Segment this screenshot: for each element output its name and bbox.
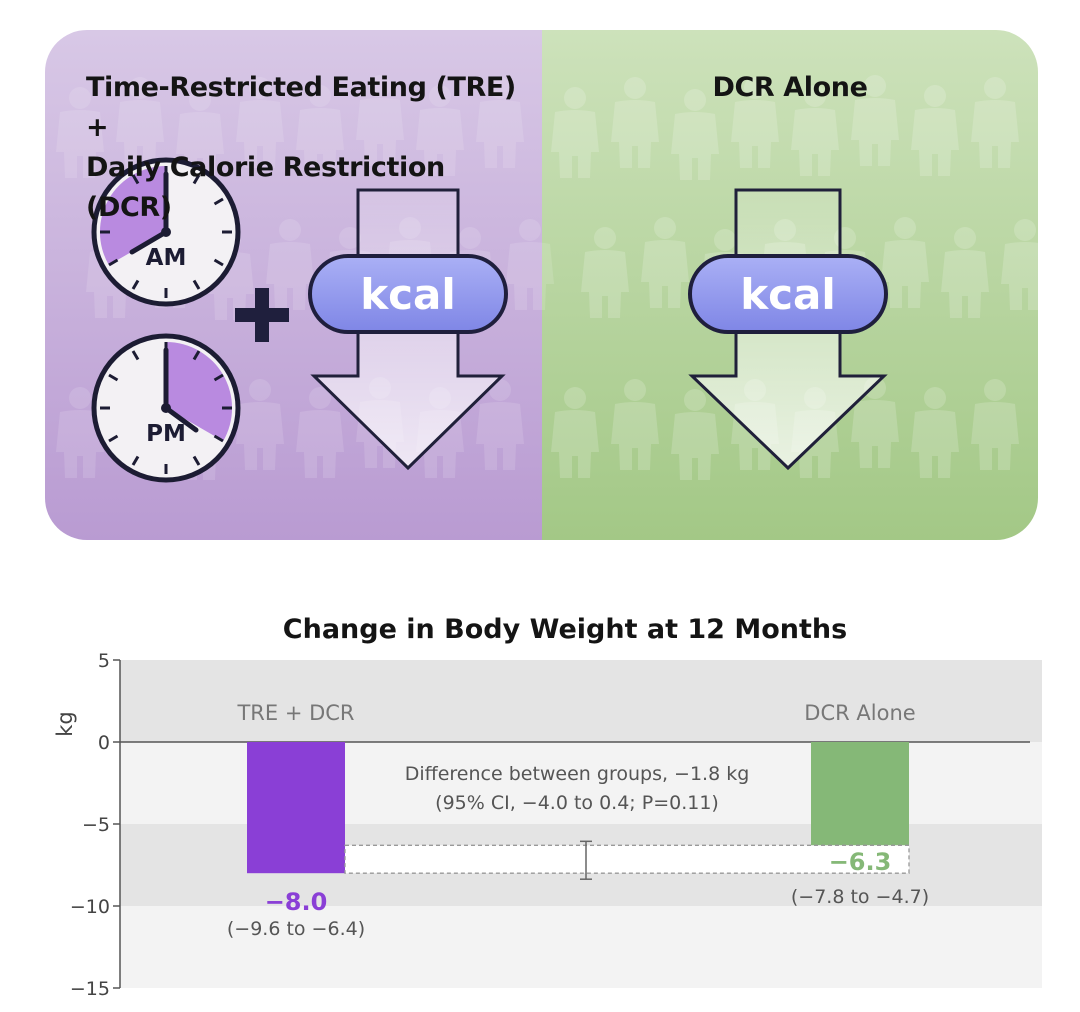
category-label-tre-dcr: TRE + DCR xyxy=(236,701,354,725)
y-tick-label: 0 xyxy=(98,732,110,754)
ci-label-dcr-alone: (−7.8 to −4.7) xyxy=(791,886,929,908)
infographic: AM PM kcal kcal xyxy=(45,30,1038,540)
difference-box xyxy=(344,844,910,874)
clock-am-label: AM xyxy=(146,245,187,271)
difference-text-line1: Difference between groups, −1.8 kg xyxy=(405,763,750,785)
difference-annotation: Difference between groups, −1.8 kg (95% C… xyxy=(344,763,910,880)
left-panel-title-line2: Daily Calorie Restriction (DCR) xyxy=(86,152,445,223)
kcal-pill-left xyxy=(308,254,508,334)
bar-labels: TRE + DCR DCR Alone −8.0(−9.6 to −6.4) −6.3… xyxy=(227,701,929,940)
clock-pm-label: PM xyxy=(146,421,186,447)
difference-text-line2: (95% CI, −4.0 to 0.4; P=0.11) xyxy=(435,792,719,814)
chart-title: Change in Body Weight at 12 Months xyxy=(283,614,847,645)
y-tick-label: 5 xyxy=(98,650,110,672)
kcal-label-left: kcal xyxy=(360,270,456,319)
y-axis-label: kg xyxy=(53,711,77,737)
kcal-pill-right xyxy=(688,254,888,334)
right-panel-title: DCR Alone xyxy=(712,72,868,103)
value-label-tre-dcr: −8.0 xyxy=(265,888,328,916)
category-label-dcr-alone: DCR Alone xyxy=(804,701,915,725)
kcal-label-right: kcal xyxy=(740,270,836,319)
bars xyxy=(247,742,909,874)
left-panel-title-line1: Time-Restricted Eating (TRE) + xyxy=(86,72,516,143)
y-tick-label: −15 xyxy=(70,978,110,1000)
bar-dcr-alone xyxy=(811,742,909,846)
ci-label-tre-dcr: (−9.6 to −6.4) xyxy=(227,918,365,940)
clock-pm-icon xyxy=(91,333,241,483)
y-tick-label: −5 xyxy=(82,814,110,836)
bar-tre-dcr xyxy=(247,742,345,874)
value-label-dcr-alone: −6.3 xyxy=(829,848,892,876)
background-band xyxy=(120,906,1042,988)
background-band xyxy=(120,660,1042,742)
plus-icon xyxy=(235,288,289,342)
y-tick-label: −10 xyxy=(70,896,110,918)
clock-am-icon xyxy=(91,157,241,307)
left-panel-title: Time-Restricted Eating (TRE) + Daily Cal… xyxy=(86,68,536,228)
